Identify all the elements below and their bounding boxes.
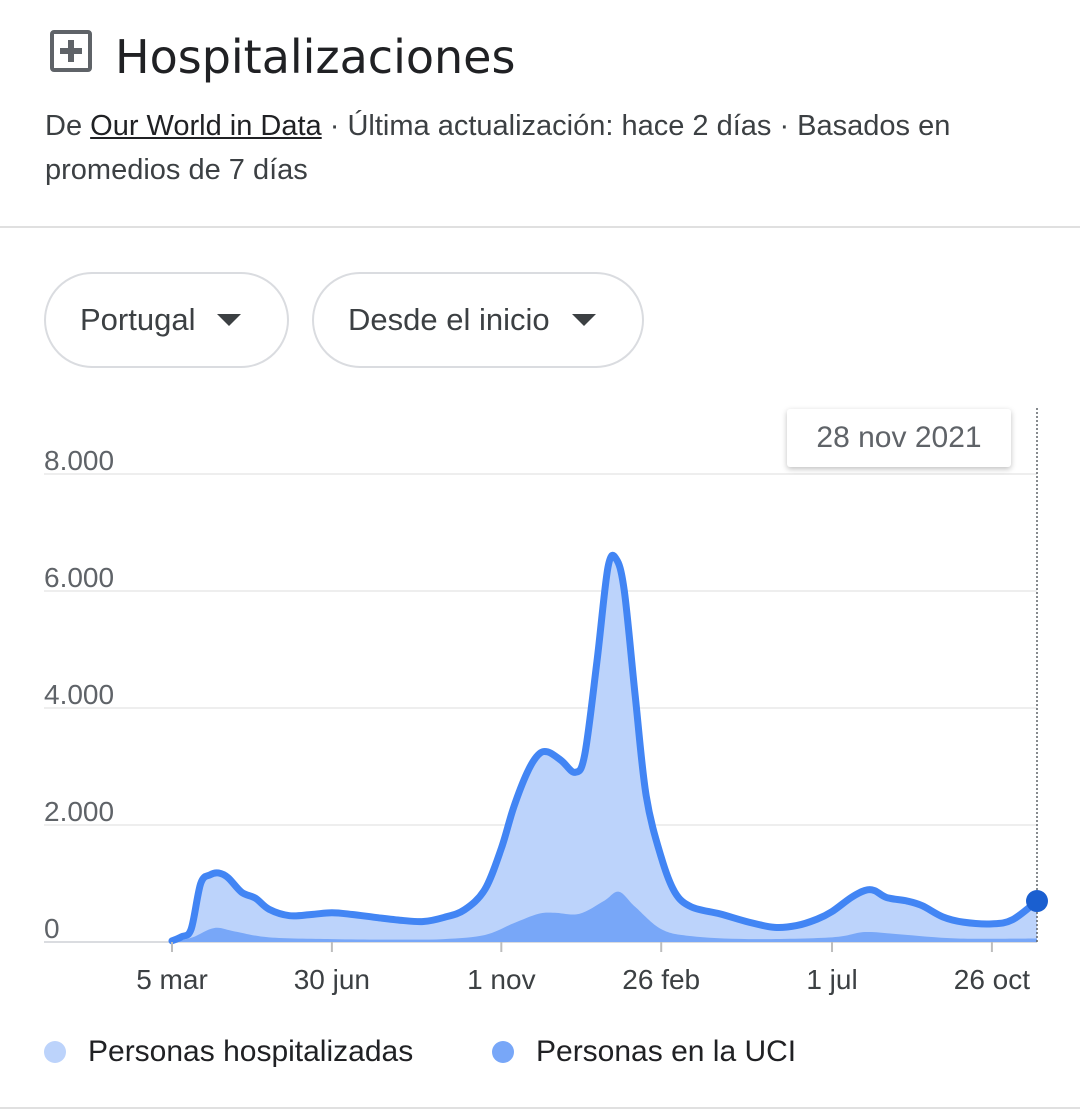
date-tooltip: 28 nov 2021 <box>787 409 1011 467</box>
x-tick-label: 30 jun <box>294 964 370 995</box>
y-tick-label: 0 <box>44 913 60 944</box>
x-tick-label: 5 mar <box>136 964 208 995</box>
legend-swatch-icu <box>492 1041 514 1063</box>
divider <box>0 226 1080 228</box>
x-tick-label: 1 nov <box>467 964 536 995</box>
source-text: De Our World in Data · Última actualizac… <box>45 104 1035 192</box>
divider <box>0 1107 1080 1109</box>
dropdown-arrow-icon <box>571 314 596 326</box>
data-point-marker[interactable] <box>1026 890 1048 913</box>
source-link[interactable]: Our World in Data <box>90 110 322 142</box>
area-hospitalized <box>172 555 1037 942</box>
legend-swatch-hospitalized <box>44 1041 66 1063</box>
hospital-icon <box>50 30 92 72</box>
y-tick-label: 4.000 <box>44 679 114 710</box>
source-prefix: De <box>45 110 91 142</box>
page-title: Hospitalizaciones <box>115 30 516 84</box>
date-range-dropdown[interactable]: Desde el inicio <box>312 272 644 368</box>
y-tick-label: 8.000 <box>44 445 114 476</box>
hospitalizations-chart[interactable]: 0 2.000 4.000 6.000 8.000 5 mar 30 jun 1 nov 26… <box>0 390 1080 1010</box>
area-icu <box>172 891 1037 942</box>
legend-item-hospitalized[interactable]: Personas hospitalizadas <box>44 1035 413 1069</box>
x-tick-label: 1 jul <box>806 964 857 995</box>
country-dropdown-label: Portugal <box>80 302 196 337</box>
y-tick-label: 2.000 <box>44 796 114 827</box>
tooltip-date: 28 nov 2021 <box>816 421 982 454</box>
legend-item-icu[interactable]: Personas en la UCI <box>492 1035 796 1069</box>
legend-label-icu: Personas en la UCI <box>536 1035 797 1068</box>
dropdown-arrow-icon <box>217 314 242 326</box>
line-hospitalized <box>168 551 1041 945</box>
x-tick-label: 26 oct <box>954 964 1030 995</box>
legend-label-hospitalized: Personas hospitalizadas <box>88 1035 414 1068</box>
country-dropdown[interactable]: Portugal <box>44 272 289 368</box>
date-range-dropdown-label: Desde el inicio <box>348 302 550 337</box>
y-tick-label: 6.000 <box>44 562 114 593</box>
source-suffix: · Última actualización: hace 2 días · Ba… <box>45 110 951 186</box>
x-tick-label: 26 feb <box>622 964 700 995</box>
